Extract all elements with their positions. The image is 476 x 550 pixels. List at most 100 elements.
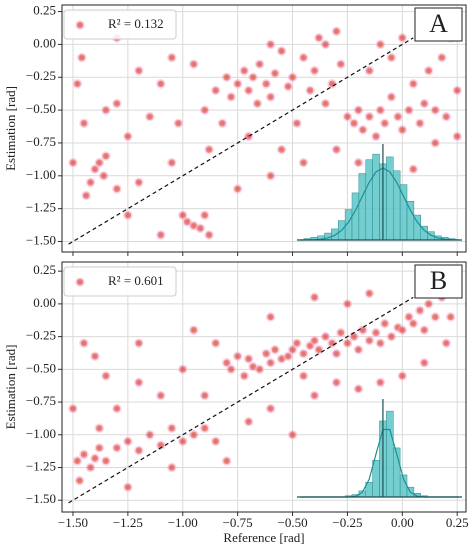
y-tick-label: −1.25 <box>26 200 56 215</box>
point <box>386 331 397 342</box>
point <box>188 59 199 69</box>
point <box>204 144 214 155</box>
point <box>188 325 199 335</box>
point <box>210 338 221 348</box>
point <box>408 164 419 175</box>
point <box>342 111 353 122</box>
point <box>199 210 210 221</box>
point <box>336 327 346 338</box>
y-tick-label: 0.00 <box>33 35 56 50</box>
point <box>314 344 324 355</box>
point <box>397 325 408 335</box>
y-tick-label: −1.00 <box>26 426 56 441</box>
point <box>364 335 375 346</box>
hist-bar <box>372 459 380 498</box>
point <box>226 364 236 375</box>
point <box>309 65 320 76</box>
point <box>72 79 83 89</box>
point <box>265 92 276 102</box>
panel-label-box <box>414 264 463 299</box>
point <box>441 111 452 122</box>
legend-label: R² = 0.132 <box>108 16 164 31</box>
point <box>320 39 331 50</box>
point <box>331 377 342 388</box>
point <box>276 144 287 155</box>
point <box>320 331 331 342</box>
legend-box <box>63 9 177 40</box>
point <box>85 462 96 473</box>
point <box>199 423 210 434</box>
point <box>134 177 144 188</box>
point <box>166 52 177 63</box>
point <box>68 403 78 414</box>
point <box>314 33 324 43</box>
x-tick-label: −0.75 <box>223 515 253 530</box>
point <box>239 371 250 381</box>
hist-bar <box>372 153 380 241</box>
y-tick-label: −0.50 <box>26 101 56 116</box>
point <box>404 312 414 322</box>
panel-label-box <box>414 7 463 42</box>
hist-bar <box>399 184 408 241</box>
point <box>79 118 89 129</box>
point <box>98 170 109 181</box>
point <box>145 111 155 122</box>
point <box>287 344 298 355</box>
y-tick-label: −1.25 <box>26 458 56 473</box>
point <box>419 357 430 368</box>
hist-bar <box>331 228 339 241</box>
y-tick-label: −1.50 <box>26 232 56 247</box>
point <box>252 98 263 109</box>
point <box>379 318 390 329</box>
point <box>371 327 381 338</box>
y-tick-label: 0.25 <box>33 3 56 18</box>
point <box>79 449 89 460</box>
identity-line <box>68 37 414 245</box>
point <box>419 325 430 335</box>
point <box>101 371 111 381</box>
point <box>305 85 315 96</box>
point <box>298 371 309 381</box>
point <box>265 403 276 414</box>
x-tick-label: −1.50 <box>58 515 88 530</box>
point <box>123 210 133 221</box>
point <box>123 482 133 492</box>
fit-curve <box>300 167 459 241</box>
point <box>221 456 232 466</box>
point <box>309 335 320 346</box>
point <box>358 325 368 335</box>
point <box>90 164 100 175</box>
point <box>298 157 309 168</box>
point <box>364 65 375 76</box>
point <box>445 312 456 322</box>
point <box>283 81 293 92</box>
point <box>358 125 368 135</box>
point <box>232 79 243 89</box>
point <box>101 151 111 161</box>
x-axis-label: Reference [rad] <box>223 530 304 545</box>
y-tick-label: −0.25 <box>26 328 56 343</box>
point <box>265 170 276 181</box>
point <box>397 125 408 135</box>
point <box>94 157 105 168</box>
point <box>336 59 346 69</box>
point <box>298 348 309 359</box>
point <box>430 105 441 115</box>
panel-label: B <box>430 266 447 295</box>
point <box>287 429 298 440</box>
point <box>156 230 166 240</box>
point <box>423 65 434 76</box>
plot-frame <box>61 261 467 513</box>
point <box>85 177 96 188</box>
point <box>452 85 463 96</box>
point <box>342 299 353 309</box>
point <box>134 377 144 388</box>
y-tick-label: 0.00 <box>33 295 56 310</box>
hist-bar <box>386 156 394 241</box>
point <box>419 98 430 109</box>
point <box>371 131 381 142</box>
legend-box <box>63 266 177 297</box>
point <box>254 364 265 375</box>
y-tick-label: −1.50 <box>26 491 56 506</box>
